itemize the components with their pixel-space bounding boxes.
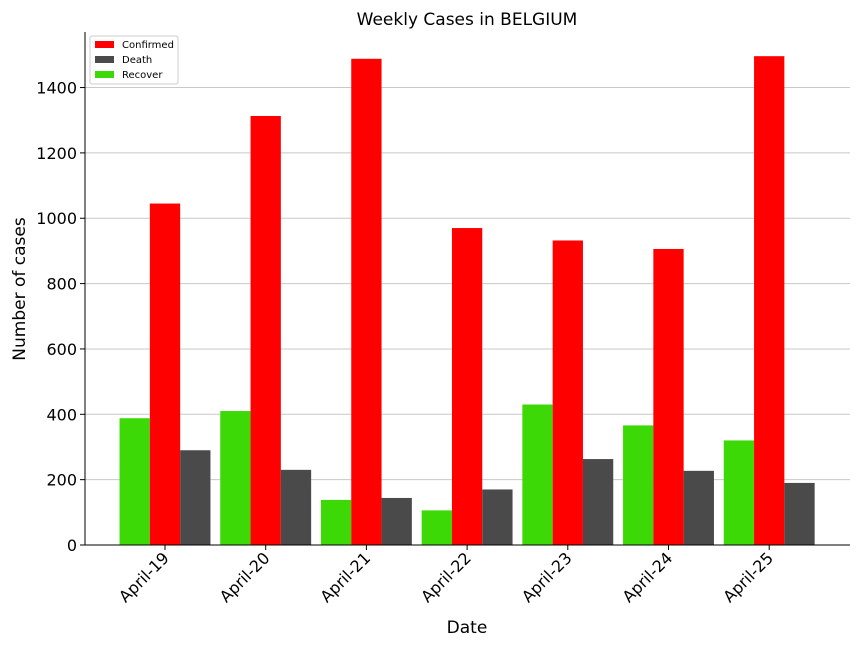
y-tick-labels: 0 200 400 600 800 1000 1200 1400 — [36, 79, 85, 555]
bar-recover-april-25 — [723, 440, 755, 545]
y-tick-label: 200 — [46, 471, 77, 490]
y-tick-label: 600 — [46, 340, 77, 359]
legend-label-death: Death — [122, 55, 152, 66]
chart-title: Weekly Cases in BELGIUM — [357, 10, 578, 30]
x-axis-title: Date — [447, 618, 488, 638]
legend-label-confirmed: Confirmed — [122, 40, 174, 51]
x-tick-label: April-20 — [216, 548, 274, 606]
bar-recover-april-19 — [119, 418, 150, 545]
bar-death-april-22 — [482, 489, 513, 545]
y-tick-label: 1200 — [36, 144, 77, 163]
bar-death-april-19 — [180, 450, 211, 545]
bar-death-april-21 — [381, 497, 412, 545]
bar-recover-april-24 — [623, 425, 654, 545]
y-tick-label: 1400 — [36, 79, 77, 98]
bar-recover-april-22 — [421, 510, 452, 545]
y-tick-label: 1000 — [36, 209, 77, 228]
x-tick-labels: April-19 April-20 April-21 April-22 April-23… — [115, 545, 777, 606]
legend-swatch-recover — [95, 71, 114, 78]
bar-confirmed-april-22 — [451, 228, 483, 545]
bar-death-april-23 — [582, 459, 614, 545]
bar-confirmed-april-21 — [351, 58, 382, 545]
bar-confirmed-april-23 — [552, 240, 583, 545]
x-tick-label: April-21 — [316, 548, 374, 606]
bar-death-april-20 — [280, 469, 312, 545]
bar-confirmed-april-25 — [754, 56, 785, 545]
bar-death-april-24 — [683, 470, 714, 545]
legend-label-recover: Recover — [122, 70, 163, 81]
legend-swatch-death — [95, 56, 114, 63]
bar-death-april-25 — [784, 482, 815, 545]
bars — [119, 56, 815, 545]
x-tick-label: April-24 — [619, 548, 677, 606]
bar-recover-april-20 — [220, 411, 251, 545]
bar-confirmed-april-24 — [653, 248, 684, 545]
bar-recover-april-21 — [320, 499, 352, 545]
x-tick-label: April-22 — [417, 548, 475, 606]
bar-recover-april-23 — [522, 404, 553, 545]
legend: Confirmed Death Recover — [89, 35, 179, 85]
y-axis-title: Number of cases — [10, 217, 30, 361]
legend-swatch-confirmed — [95, 41, 114, 48]
y-tick-label: 400 — [46, 405, 77, 424]
y-tick-label: 0 — [67, 536, 77, 555]
y-tick-label: 800 — [46, 275, 77, 294]
x-tick-label: April-19 — [115, 548, 173, 606]
x-tick-label: April-23 — [518, 548, 576, 606]
bar-confirmed-april-19 — [149, 203, 181, 545]
x-tick-label: April-25 — [719, 548, 777, 606]
bar-confirmed-april-20 — [250, 115, 281, 545]
